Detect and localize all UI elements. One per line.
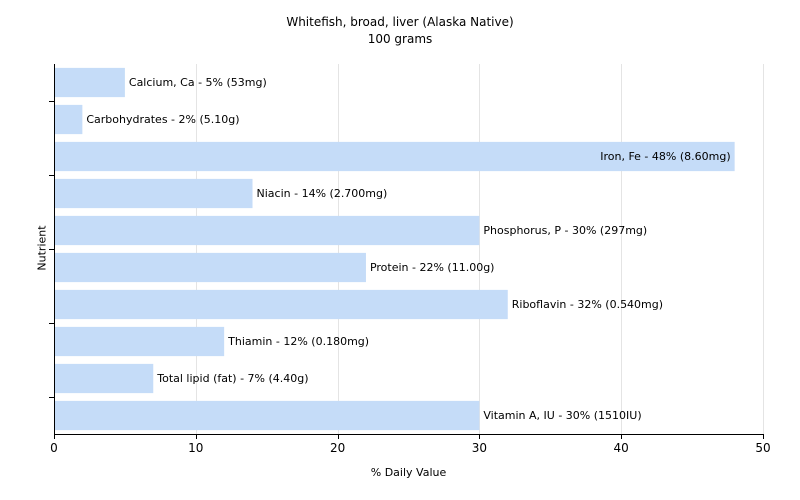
bar	[55, 178, 253, 209]
x-tick-label: 20	[330, 441, 345, 455]
x-tick-label: 0	[50, 441, 58, 455]
bar-label: Thiamin - 12% (0.180mg)	[227, 335, 369, 348]
bar-label: Carbohydrates - 2% (5.10g)	[86, 113, 239, 126]
bar-label: Protein - 22% (11.00g)	[370, 261, 495, 274]
bar	[55, 215, 480, 246]
bar	[55, 363, 154, 394]
y-axis-title: Nutrient	[35, 225, 49, 271]
bar	[55, 326, 225, 357]
chart-title: Whitefish, broad, liver (Alaska Native)	[286, 15, 514, 29]
bar	[55, 289, 508, 320]
bar-label: Phosphorus, P - 30% (297mg)	[483, 224, 647, 237]
x-tick-label: 50	[755, 441, 770, 455]
bar	[55, 400, 480, 431]
chart-subtitle: 100 grams	[367, 32, 433, 46]
x-tick-label: 40	[614, 441, 629, 455]
bar	[55, 104, 83, 135]
bar	[55, 141, 735, 172]
bar-label: Vitamin A, IU - 30% (1510IU)	[483, 409, 641, 422]
bar-label: Iron, Fe - 48% (8.60mg)	[600, 150, 730, 163]
bar	[55, 67, 125, 98]
x-axis-title: % Daily Value	[370, 466, 447, 479]
bar-label: Riboflavin - 32% (0.540mg)	[512, 298, 663, 311]
x-tick-label: 30	[472, 441, 487, 455]
bar-label: Calcium, Ca - 5% (53mg)	[129, 76, 267, 89]
x-tick-label: 10	[188, 441, 203, 455]
bar	[55, 252, 366, 283]
bar-label: Total lipid (fat) - 7% (4.40g)	[156, 372, 308, 385]
bar-label: Niacin - 14% (2.700mg)	[257, 187, 388, 200]
